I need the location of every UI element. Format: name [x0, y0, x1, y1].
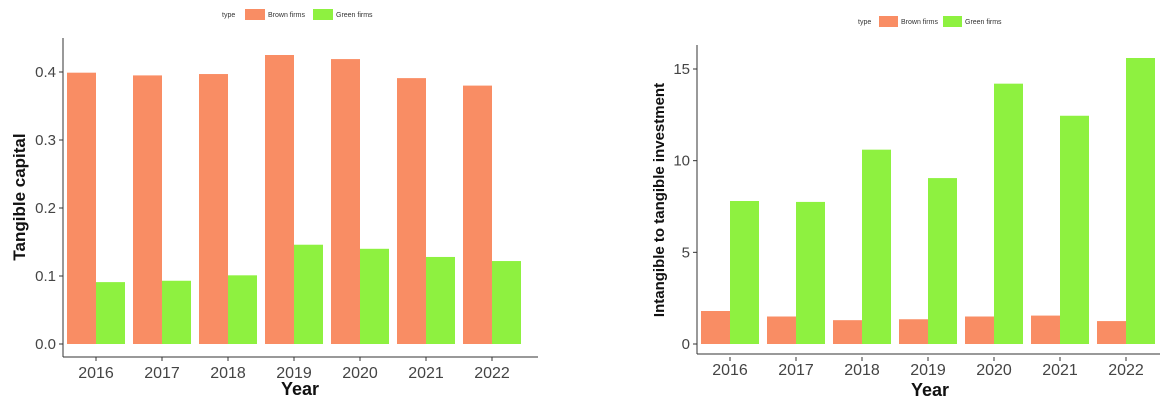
legend: type Brown firms Green firms — [858, 16, 1002, 27]
y-tick-label: 15 — [673, 61, 690, 78]
x-tick-label: 2022 — [474, 365, 510, 382]
y-axis-title: Tangible capital — [10, 133, 29, 260]
bar-brown-firms-2019 — [899, 319, 928, 344]
bar-green-firms-2019 — [294, 244, 323, 344]
x-tick-label: 2018 — [210, 365, 246, 382]
bar-brown-firms-2020 — [965, 316, 994, 344]
x-axis-ticks: 2016 2017 2018 2019 2020 2021 2022 — [712, 357, 1144, 379]
bar-green-firms-2022 — [492, 261, 521, 344]
bar-green-firms-2021 — [1060, 115, 1089, 344]
bar-green-firms-2016 — [96, 282, 125, 344]
x-tick-label: 2021 — [1042, 362, 1078, 379]
bar-green-firms-2020 — [994, 83, 1023, 345]
x-tick-label: 2022 — [1108, 362, 1144, 379]
bar-green-firms-2021 — [426, 256, 455, 344]
bar-green-firms-2018 — [228, 275, 257, 344]
x-axis-title: Year — [911, 380, 949, 400]
legend-label-brown-firms: Brown firms — [268, 12, 305, 19]
bar-brown-firms-2018 — [199, 74, 228, 344]
x-tick-label: 2020 — [976, 362, 1012, 379]
x-tick-label: 2016 — [78, 365, 114, 382]
bar-brown-firms-2021 — [397, 78, 426, 345]
x-tick-label: 2017 — [144, 365, 180, 382]
y-tick-label: 0.1 — [35, 268, 56, 285]
y-tick-label: 5 — [682, 244, 690, 261]
y-axis-title: Intangible to tangible investment — [651, 83, 668, 317]
legend-swatch-green-firms — [313, 9, 333, 20]
x-tick-label: 2017 — [778, 362, 814, 379]
x-tick-label: 2021 — [408, 365, 444, 382]
y-axis-ticks: 0.0 0.1 0.2 0.3 0.4 — [35, 64, 63, 353]
legend-title: type — [858, 19, 871, 26]
bar-green-firms-2018 — [862, 149, 891, 344]
bar-brown-firms-2022 — [463, 85, 492, 344]
legend-swatch-brown-firms — [245, 9, 265, 20]
x-tick-label: 2019 — [276, 365, 312, 382]
y-tick-label: 0.0 — [35, 336, 56, 353]
x-tick-label: 2018 — [844, 362, 880, 379]
chart-tangible-capital: type Brown firms Green firms 0.00.10.20.… — [10, 9, 538, 399]
y-tick-label: 10 — [673, 153, 690, 170]
legend-title: type — [222, 12, 235, 19]
bar-brown-firms-2016 — [701, 311, 730, 344]
bar-brown-firms-2017 — [767, 316, 796, 344]
bar-green-firms-2017 — [162, 280, 191, 344]
x-axis-ticks: 2016 2017 2018 2019 2020 2021 2022 — [78, 357, 510, 382]
y-tick-label: 0.2 — [35, 200, 56, 217]
y-tick-label: 0 — [682, 336, 690, 353]
chart-intangible-to-tangible-investment: type Brown firms Green firms 0 5 10 15 2016… — [651, 16, 1160, 400]
x-tick-label: 2016 — [712, 362, 748, 379]
bar-green-firms-2017 — [796, 201, 825, 344]
bar-brown-firms-2019 — [265, 55, 294, 344]
bar-brown-firms-2016 — [67, 72, 96, 345]
legend-label-green-firms: Green firms — [336, 12, 373, 19]
x-tick-label: 2019 — [910, 362, 946, 379]
x-tick-label: 2020 — [342, 365, 378, 382]
bar-green-firms-2020 — [360, 248, 389, 344]
bars — [67, 55, 521, 345]
bar-green-firms-2019 — [928, 178, 957, 344]
bars — [701, 58, 1155, 345]
legend: type Brown firms Green firms — [222, 9, 373, 20]
bar-brown-firms-2018 — [833, 320, 862, 344]
legend-label-brown-firms: Brown firms — [901, 19, 938, 26]
x-axis-title: Year — [281, 379, 319, 399]
bar-green-firms-2016 — [730, 201, 759, 344]
y-axis-ticks: 0 5 10 15 — [673, 61, 697, 353]
bar-brown-firms-2020 — [331, 59, 360, 344]
legend-label-green-firms: Green firms — [965, 19, 1002, 26]
bar-green-firms-2022 — [1126, 58, 1155, 344]
bar-brown-firms-2022 — [1097, 321, 1126, 344]
bar-brown-firms-2021 — [1031, 315, 1060, 344]
y-tick-label: 0.4 — [35, 64, 56, 81]
bar-brown-firms-2017 — [133, 75, 162, 345]
legend-swatch-green-firms — [943, 16, 962, 27]
legend-swatch-brown-firms — [879, 16, 898, 27]
y-tick-label: 0.3 — [35, 132, 56, 149]
